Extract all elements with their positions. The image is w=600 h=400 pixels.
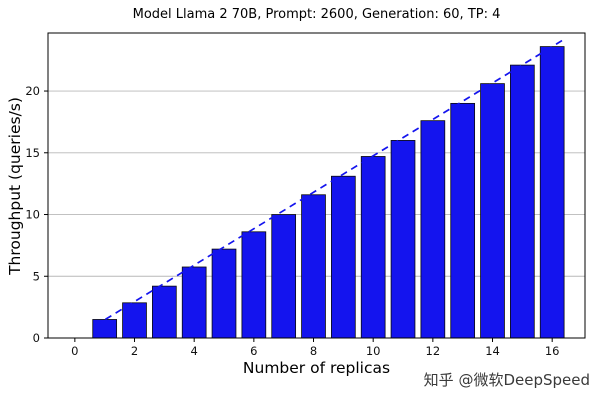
y-tick-label: 5 (33, 269, 40, 283)
bar-replicas-6 (241, 231, 267, 339)
x-tick-label: 10 (366, 344, 381, 358)
bar-replicas-7 (271, 214, 297, 339)
bar-replicas-3 (152, 285, 177, 339)
y-tick-label: 15 (25, 146, 40, 160)
bar-replicas-1 (92, 319, 118, 339)
bar-replicas-16 (539, 46, 565, 339)
y-tick-label: 10 (25, 208, 40, 222)
ideal-scaling-line (94, 38, 566, 327)
x-axis-label: Number of replicas (242, 359, 391, 377)
bar-replicas-12 (420, 120, 446, 339)
bar-replicas-5 (211, 248, 237, 339)
x-tick-label: 4 (191, 344, 198, 358)
x-tick-label: 12 (426, 344, 441, 358)
bar-replicas-2 (122, 302, 147, 339)
bar-replicas-13 (450, 102, 476, 339)
x-tick-label: 0 (71, 344, 78, 358)
x-tick-label: 2 (131, 344, 138, 358)
x-tick-label: 8 (310, 344, 317, 358)
bar-replicas-11 (390, 140, 416, 339)
bar-replicas-9 (331, 175, 356, 339)
bar-replicas-14 (480, 83, 505, 339)
bar-replicas-15 (510, 64, 535, 339)
watermark: 知乎 @微软DeepSpeed (423, 371, 590, 389)
chart-title: Model Llama 2 70B, Prompt: 2600, Generat… (132, 7, 501, 22)
x-tick-label: 6 (250, 344, 257, 358)
plot-border (47, 32, 586, 339)
y-tick-label: 0 (33, 331, 40, 345)
y-tick-label: 20 (25, 84, 40, 98)
x-tick-label: 14 (485, 344, 500, 358)
bar-replicas-10 (360, 156, 386, 339)
bar-replicas-4 (181, 266, 207, 339)
x-tick-label: 16 (545, 344, 560, 358)
bar-replicas-8 (301, 194, 326, 339)
